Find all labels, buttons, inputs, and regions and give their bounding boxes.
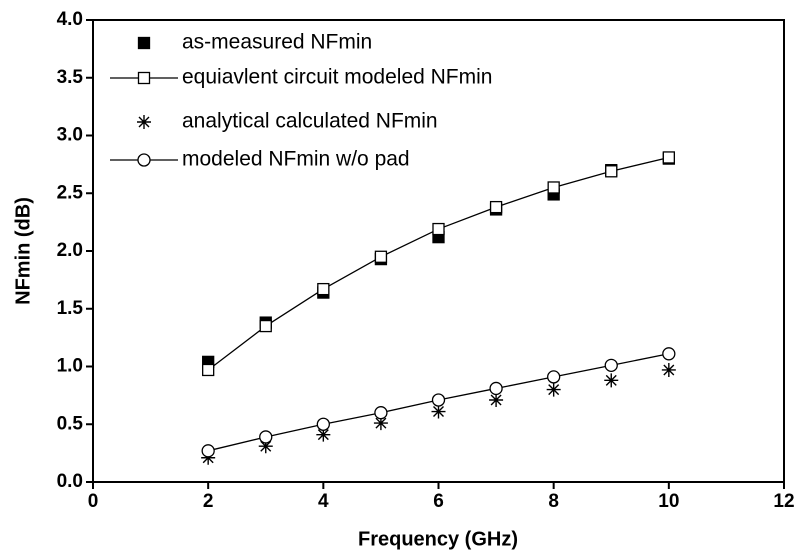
x-tick-label: 8 <box>548 491 559 512</box>
legend-label: equiavlent circuit modeled NFmin <box>182 66 492 89</box>
marker <box>316 427 331 442</box>
x-tick-label: 6 <box>433 491 444 512</box>
marker <box>662 347 676 361</box>
marker <box>432 222 445 236</box>
marker <box>259 319 272 333</box>
y-tick-label: 3.0 <box>57 125 83 146</box>
series-line <box>207 156 669 371</box>
x-tick-label: 0 <box>88 491 99 512</box>
marker <box>546 382 561 397</box>
marker <box>202 363 215 377</box>
marker <box>374 406 388 420</box>
marker <box>489 381 503 396</box>
y-tick-label: 2.0 <box>57 240 83 261</box>
marker <box>604 358 618 372</box>
x-tick-label: 10 <box>658 491 679 512</box>
legend-label: analytical calculated NFmin <box>182 110 438 133</box>
marker <box>258 439 273 454</box>
marker <box>604 373 619 388</box>
y-tick-label: 1.5 <box>57 298 84 319</box>
marker <box>431 404 446 419</box>
marker <box>201 450 216 465</box>
y-tick-label: 4.0 <box>57 9 83 30</box>
y-tick-label: 3.5 <box>57 67 84 88</box>
marker <box>316 417 330 431</box>
marker <box>317 282 330 296</box>
y-tick-label: 2.5 <box>57 182 84 203</box>
marker <box>201 444 215 458</box>
legend-marker <box>137 36 151 50</box>
y-tick-label: 1.0 <box>57 356 83 377</box>
x-tick-label: 12 <box>773 491 794 512</box>
x-tick-label: 2 <box>203 491 214 512</box>
marker <box>373 416 388 431</box>
marker <box>547 370 561 384</box>
x-tick-label: 4 <box>318 491 329 512</box>
y-axis-label: NFmin (dB) <box>12 197 34 305</box>
marker <box>605 165 618 178</box>
legend-marker <box>137 153 151 167</box>
marker <box>489 392 504 407</box>
y-tick-label: 0.0 <box>57 471 83 492</box>
legend-marker <box>137 71 151 85</box>
marker <box>431 393 446 407</box>
x-axis-label: Frequency (GHz) <box>358 528 518 550</box>
marker <box>489 200 503 214</box>
legend-label: as-measured NFmin <box>182 31 372 54</box>
legend-marker <box>137 115 151 129</box>
legend-label: modeled NFmin w/o pad <box>182 148 410 171</box>
y-tick-label: 0.5 <box>57 413 84 434</box>
marker <box>547 181 560 194</box>
marker <box>374 250 388 263</box>
marker <box>661 362 676 377</box>
marker <box>259 430 273 444</box>
marker <box>662 151 675 164</box>
